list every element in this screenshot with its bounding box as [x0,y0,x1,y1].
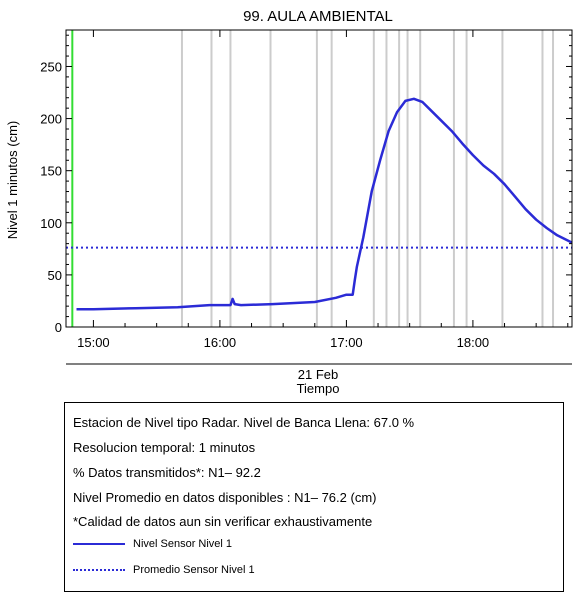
y-tick-label: 150 [40,164,62,179]
y-tick-label: 0 [55,320,62,335]
y-tick-label: 100 [40,216,62,231]
info-line-resolution: Resolucion temporal: 1 minutos [73,440,256,455]
grey-marker-lines [180,30,555,327]
legend-label: Promedio Sensor Nivel 1 [133,564,255,576]
legend-swatch-dotted [73,569,125,571]
info-line-transmitted: % Datos transmitidos*: N1– 92.2 [73,465,261,480]
y-tick-label: 250 [40,59,62,74]
x-tick-label: 15:00 [77,335,110,350]
legend-label: Nivel Sensor Nivel 1 [133,538,233,550]
sensor-series-line [76,97,573,311]
y-axis-label: Nivel 1 minutos (cm) [5,121,20,239]
x-axis-label: Tiempo [297,381,340,396]
legend-item-sensor: Nivel Sensor Nivel 1 [73,537,373,551]
x-axis-date-label: 21 Feb [298,367,338,382]
chart: 99. AULA AMBIENTAL 0 50 100 150 200 250 15:00… [5,8,573,396]
info-line-quality-note: *Calidad de datos aun sin verificar exha… [73,514,373,529]
y-axis-ticks: 0 50 100 150 200 250 [40,34,572,335]
x-tick-label: 16:00 [204,335,237,350]
x-tick-label: 17:00 [330,335,363,350]
series-layer [66,97,573,311]
x-tick-label: 18:00 [457,335,490,350]
info-line-average: Nivel Promedio en datos disponibles : N1… [73,490,377,505]
legend-item-average: Promedio Sensor Nivel 1 [73,563,373,577]
chart-title: 99. AULA AMBIENTAL [243,8,393,25]
info-box: Estacion de Nivel tipo Radar. Nivel de B… [64,402,564,592]
y-tick-label: 200 [40,112,62,127]
y-tick-label: 50 [48,268,62,283]
x-axis-ticks: 15:00 16:00 17:00 18:00 [77,30,569,350]
legend-swatch-solid [73,543,125,545]
plot-frame [65,29,573,328]
info-line-station: Estacion de Nivel tipo Radar. Nivel de B… [73,415,415,430]
